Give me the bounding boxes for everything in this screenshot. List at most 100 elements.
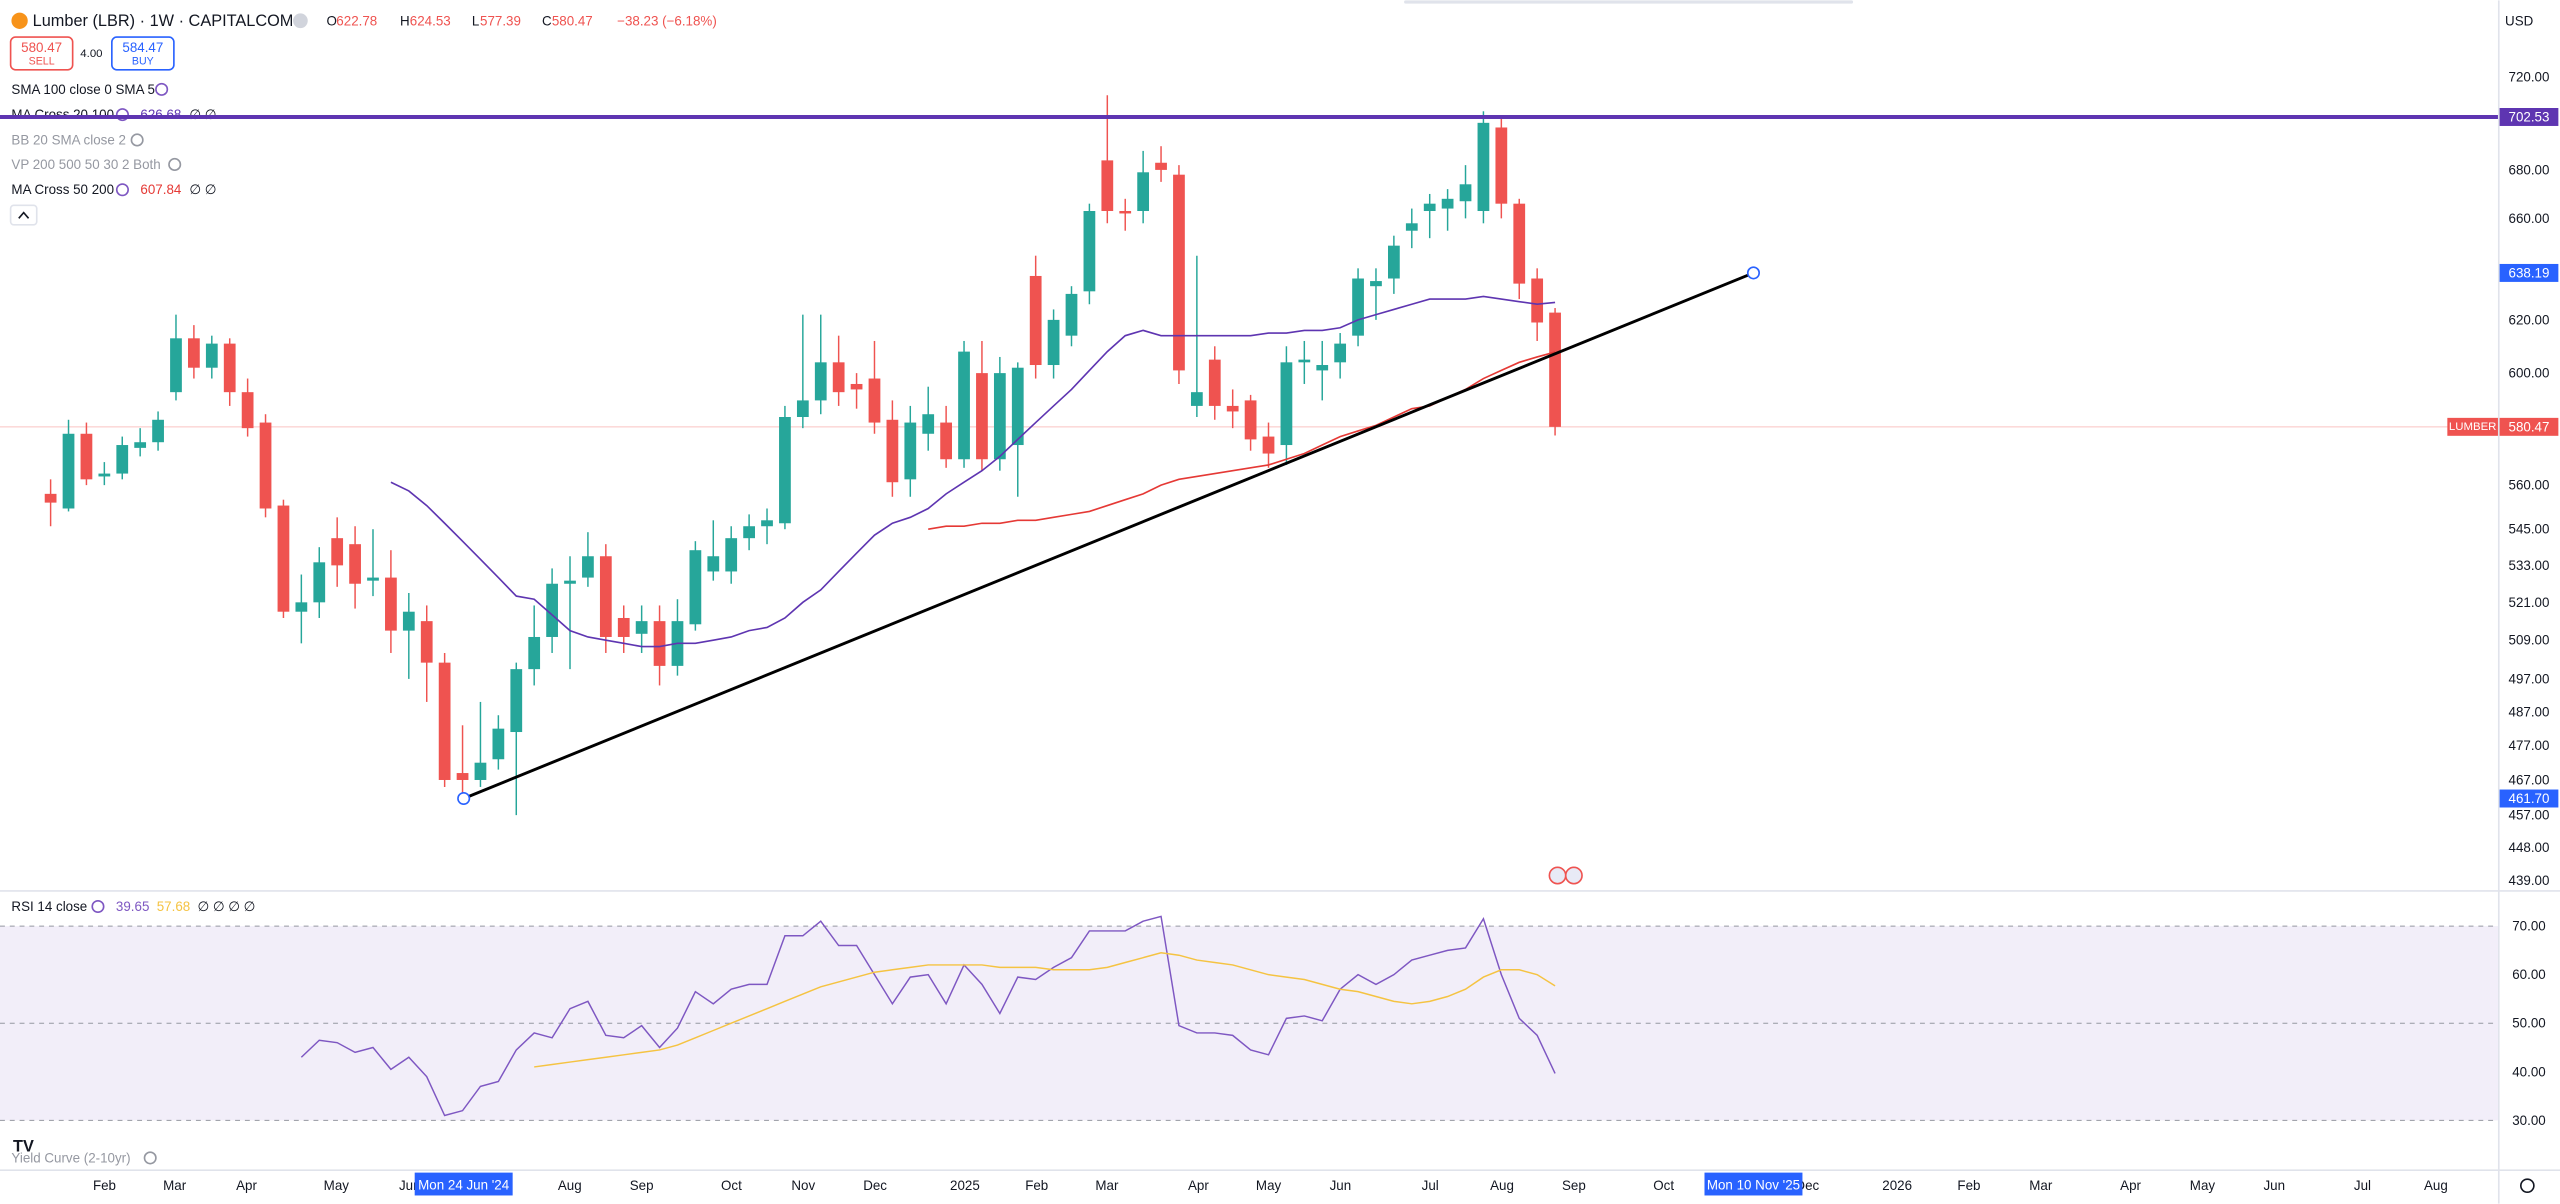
candle-body bbox=[1477, 122, 1490, 212]
collapse-button[interactable] bbox=[9, 204, 38, 226]
x-tick-label: Feb bbox=[93, 1178, 116, 1193]
candle-body bbox=[1011, 367, 1024, 446]
rsi-legend[interactable]: RSI 14 close bbox=[11, 899, 87, 914]
x-tick-label: Mar bbox=[2029, 1178, 2053, 1193]
collapse-arrow[interactable] bbox=[18, 211, 30, 219]
crosshair-date-box bbox=[1704, 1172, 1803, 1196]
hidden-icon[interactable] bbox=[143, 1151, 157, 1165]
y-tick-label: 457.00 bbox=[2509, 808, 2550, 823]
candle-body bbox=[1549, 312, 1561, 427]
candle-body bbox=[295, 602, 308, 612]
indicator-icon[interactable] bbox=[115, 108, 129, 122]
candle-body bbox=[1226, 405, 1239, 412]
x-tick-label: 2026 bbox=[1882, 1178, 1912, 1193]
x-tick-label: Sep bbox=[630, 1178, 654, 1193]
last-price-label-box bbox=[2499, 417, 2559, 436]
candle-body bbox=[1047, 319, 1060, 366]
x-tick-label: Aug bbox=[1490, 1178, 1514, 1193]
y-tick-label: 620.00 bbox=[2509, 312, 2550, 327]
candle-body bbox=[922, 414, 935, 434]
symbol-tag-box bbox=[2447, 417, 2498, 436]
top-handle bbox=[1404, 0, 1854, 4]
indicator-legend[interactable]: MA Cross 50 200 bbox=[11, 182, 114, 197]
logo: TV bbox=[13, 1137, 34, 1155]
candle-body bbox=[1298, 359, 1311, 363]
candle-body bbox=[635, 621, 648, 634]
indicator-legend[interactable]: SMA 100 close 0 SMA 5 bbox=[11, 82, 154, 97]
trendline-label-box bbox=[2499, 263, 2559, 282]
candle-body bbox=[796, 400, 809, 417]
indicator-legend[interactable]: VP 200 500 50 30 2 Both bbox=[11, 157, 160, 172]
candle-body bbox=[44, 493, 57, 503]
candle-body bbox=[725, 538, 738, 572]
event-icon[interactable] bbox=[1548, 866, 1567, 885]
indicator-icon[interactable] bbox=[91, 899, 105, 914]
candle-body bbox=[599, 556, 612, 637]
x-tick-label: Sep bbox=[1562, 1178, 1586, 1193]
buy-label[interactable]: BUY bbox=[132, 56, 154, 68]
settings-button[interactable] bbox=[2520, 1178, 2535, 1194]
indicator-icon[interactable] bbox=[155, 82, 169, 96]
candle-body bbox=[976, 373, 988, 460]
ohlc-letter: O bbox=[327, 13, 337, 28]
rsi-line bbox=[300, 915, 1556, 1117]
candle-body bbox=[1029, 275, 1042, 366]
candle-body bbox=[1119, 211, 1132, 214]
candle-body bbox=[1244, 400, 1257, 440]
yield-curve-legend[interactable]: Yield Curve (2-10yr) bbox=[11, 1150, 130, 1165]
y-tick-label: 545.00 bbox=[2509, 522, 2550, 537]
candle-body bbox=[528, 636, 541, 670]
change-value: −38.23 (−6.18%) bbox=[617, 13, 717, 28]
buy-box[interactable] bbox=[111, 36, 175, 71]
indicator-icon[interactable] bbox=[115, 183, 129, 197]
candle-body bbox=[367, 577, 379, 581]
x-tick-label: Feb bbox=[1025, 1178, 1048, 1193]
crosshair-date: Mon 10 Nov '25 bbox=[1707, 1177, 1800, 1192]
candle-body bbox=[510, 669, 523, 733]
trendline-handle bbox=[457, 791, 471, 806]
candle-body bbox=[1459, 184, 1472, 202]
candle-body bbox=[689, 550, 702, 625]
candle-body bbox=[743, 526, 755, 539]
candle-body bbox=[241, 392, 254, 429]
candle-body bbox=[564, 580, 576, 584]
y-tick-label: 467.00 bbox=[2509, 772, 2550, 787]
candle-body bbox=[958, 351, 970, 460]
indicator-legend[interactable]: MA Cross 20 100 bbox=[11, 107, 114, 122]
rsi-tick-label: 60.00 bbox=[2512, 967, 2545, 982]
candle-body bbox=[277, 505, 290, 612]
x-tick-label: May bbox=[2190, 1178, 2216, 1193]
hidden-icon[interactable] bbox=[168, 157, 182, 171]
x-tick-label: Feb bbox=[1957, 1178, 1980, 1193]
sell-label[interactable]: SELL bbox=[29, 56, 55, 68]
candle-body bbox=[832, 362, 845, 393]
candle-body bbox=[134, 442, 147, 448]
candle-body bbox=[1370, 281, 1382, 287]
indicator-legend[interactable]: BB 20 SMA close 2 bbox=[11, 132, 125, 147]
candle-body bbox=[205, 343, 218, 368]
y-tick-label: 477.00 bbox=[2509, 738, 2550, 753]
candle-body bbox=[1531, 278, 1544, 323]
x-tick-label: Jul bbox=[2354, 1178, 2371, 1193]
symbol-title: Lumber (LBR) · 1W · CAPITALCOM bbox=[33, 12, 294, 30]
crosshair-date: Mon 24 Jun '24 bbox=[418, 1177, 510, 1192]
candle-body bbox=[1173, 174, 1185, 371]
hidden-icon[interactable] bbox=[130, 133, 144, 147]
buy-price[interactable]: 584.47 bbox=[122, 40, 163, 55]
y-tick-label: 720.00 bbox=[2509, 70, 2550, 85]
sell-price[interactable]: 580.47 bbox=[21, 40, 62, 55]
candle-body bbox=[1334, 343, 1347, 363]
buy-button[interactable]: 584.47 BUY bbox=[111, 36, 175, 71]
plot: 70.00 60.00 50.00 40.00 30.00 720.00 680.00 660… bbox=[0, 70, 2559, 1196]
candle-body bbox=[331, 538, 344, 566]
x-tick-label: Mar bbox=[1095, 1178, 1119, 1193]
candle-body bbox=[1316, 365, 1329, 371]
sell-button[interactable]: 580.47 SELL bbox=[9, 36, 74, 71]
event-icon[interactable] bbox=[1564, 866, 1583, 885]
x-tick-label: Oct bbox=[721, 1178, 742, 1193]
candle-body bbox=[1280, 362, 1293, 446]
sell-box[interactable] bbox=[9, 36, 74, 71]
y-tick-label: 448.00 bbox=[2509, 840, 2550, 855]
market-status[interactable] bbox=[293, 13, 308, 29]
